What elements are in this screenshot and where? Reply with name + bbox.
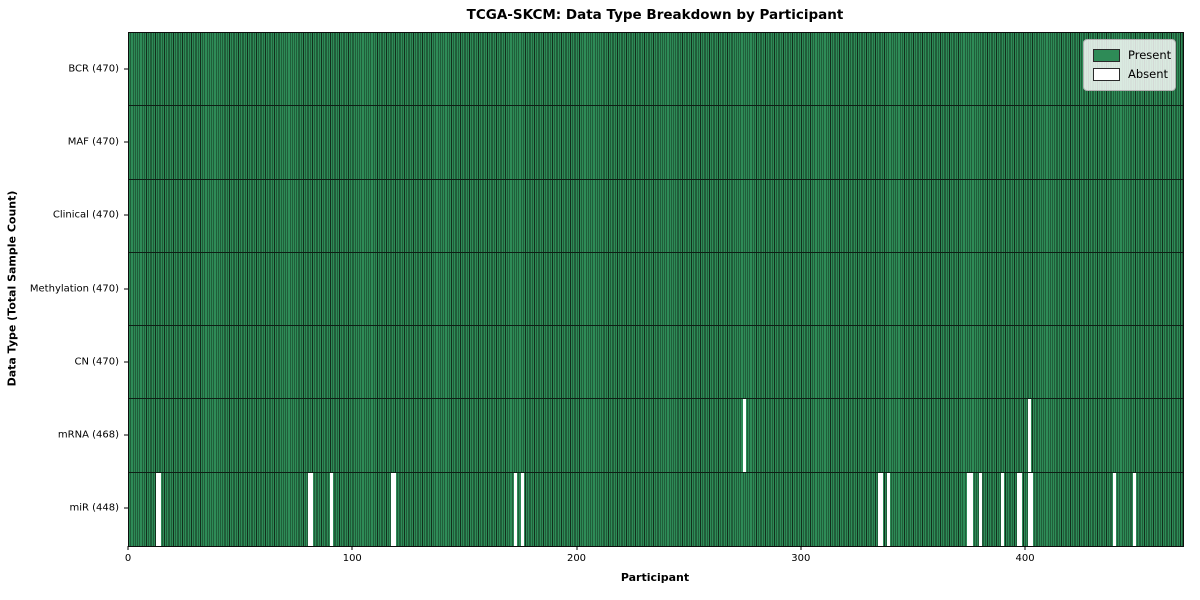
absent-cell bbox=[969, 472, 973, 546]
x-axis-label: Participant bbox=[620, 571, 690, 584]
absent-swatch-icon bbox=[1093, 68, 1120, 81]
legend: Present Absent bbox=[1083, 39, 1176, 91]
x-tick-mark bbox=[1024, 546, 1026, 550]
y-tick-label: miR (448) bbox=[69, 502, 119, 514]
heatmap-row-cn bbox=[129, 326, 1183, 400]
y-tick-mark bbox=[124, 141, 128, 143]
absent-cell bbox=[886, 472, 890, 546]
heatmap-row-clinical bbox=[129, 180, 1183, 253]
absent-cell bbox=[1113, 472, 1117, 546]
absent-cell bbox=[155, 472, 159, 546]
absent-cell bbox=[967, 472, 971, 546]
absent-cell bbox=[1027, 399, 1031, 472]
absent-cell bbox=[1016, 472, 1020, 546]
y-tick-label: CN (470) bbox=[74, 356, 119, 368]
y-tick-label: Clinical (470) bbox=[52, 209, 119, 221]
absent-cell bbox=[1027, 472, 1031, 546]
absent-cell bbox=[308, 472, 312, 546]
x-tick-mark bbox=[576, 546, 577, 550]
absent-cell bbox=[521, 472, 525, 546]
y-tick-mark bbox=[124, 361, 128, 363]
y-tick-label: BCR (470) bbox=[68, 63, 119, 75]
chart-title: TCGA-SKCM: Data Type Breakdown by Partic… bbox=[466, 7, 844, 23]
legend-item-present: Present bbox=[1093, 46, 1171, 65]
x-tick-label: 300 bbox=[791, 553, 811, 564]
y-tick-mark bbox=[124, 288, 128, 289]
absent-cell bbox=[1000, 472, 1004, 546]
absent-cell bbox=[390, 472, 394, 546]
present-swatch-icon bbox=[1093, 49, 1120, 62]
absent-cell bbox=[157, 472, 161, 546]
x-tick-mark bbox=[351, 546, 353, 550]
y-tick-mark bbox=[124, 214, 128, 216]
x-tick-label: 0 bbox=[124, 553, 132, 564]
absent-cell bbox=[330, 472, 334, 546]
y-tick-label: Methylation (470) bbox=[29, 283, 119, 294]
y-tick-mark bbox=[124, 507, 128, 509]
heatmap-row-maf bbox=[129, 106, 1183, 180]
legend-item-absent: Absent bbox=[1093, 65, 1169, 84]
absent-cell bbox=[310, 472, 314, 546]
x-tick-label: 100 bbox=[342, 553, 362, 564]
heatmap-row-methylation bbox=[129, 253, 1183, 327]
absent-cell bbox=[879, 472, 883, 546]
absent-cell bbox=[743, 399, 747, 472]
absent-cell bbox=[1133, 472, 1137, 546]
absent-cell bbox=[393, 472, 397, 546]
y-tick-label: MAF (470) bbox=[67, 136, 119, 148]
y-tick-label: mRNA (468) bbox=[57, 429, 119, 441]
x-tick-mark bbox=[127, 546, 129, 550]
heatmap-row-mir bbox=[129, 472, 1183, 546]
y-tick-mark bbox=[124, 434, 128, 436]
absent-cell bbox=[1030, 472, 1034, 546]
absent-cell bbox=[514, 472, 518, 546]
legend-label-present: Present bbox=[1128, 47, 1172, 62]
x-tick-label: 400 bbox=[1015, 553, 1035, 564]
absent-cell bbox=[978, 472, 982, 546]
y-tick-mark bbox=[124, 68, 128, 70]
x-tick-mark bbox=[800, 546, 802, 550]
x-axis-ticks: 0 100 200 300 400 bbox=[124, 546, 1182, 566]
heatmap-plot-area bbox=[128, 32, 1184, 547]
legend-label-absent: Absent bbox=[1128, 66, 1169, 81]
absent-cell bbox=[877, 472, 881, 546]
y-axis-ticks: BCR (470) MAF (470) Clinical (470) Methylat… bbox=[0, 32, 128, 545]
heatmap-row-bcr bbox=[129, 33, 1183, 107]
absent-cell bbox=[1018, 472, 1022, 546]
x-tick-label: 200 bbox=[566, 553, 587, 564]
heatmap-row-mrna bbox=[129, 399, 1183, 473]
